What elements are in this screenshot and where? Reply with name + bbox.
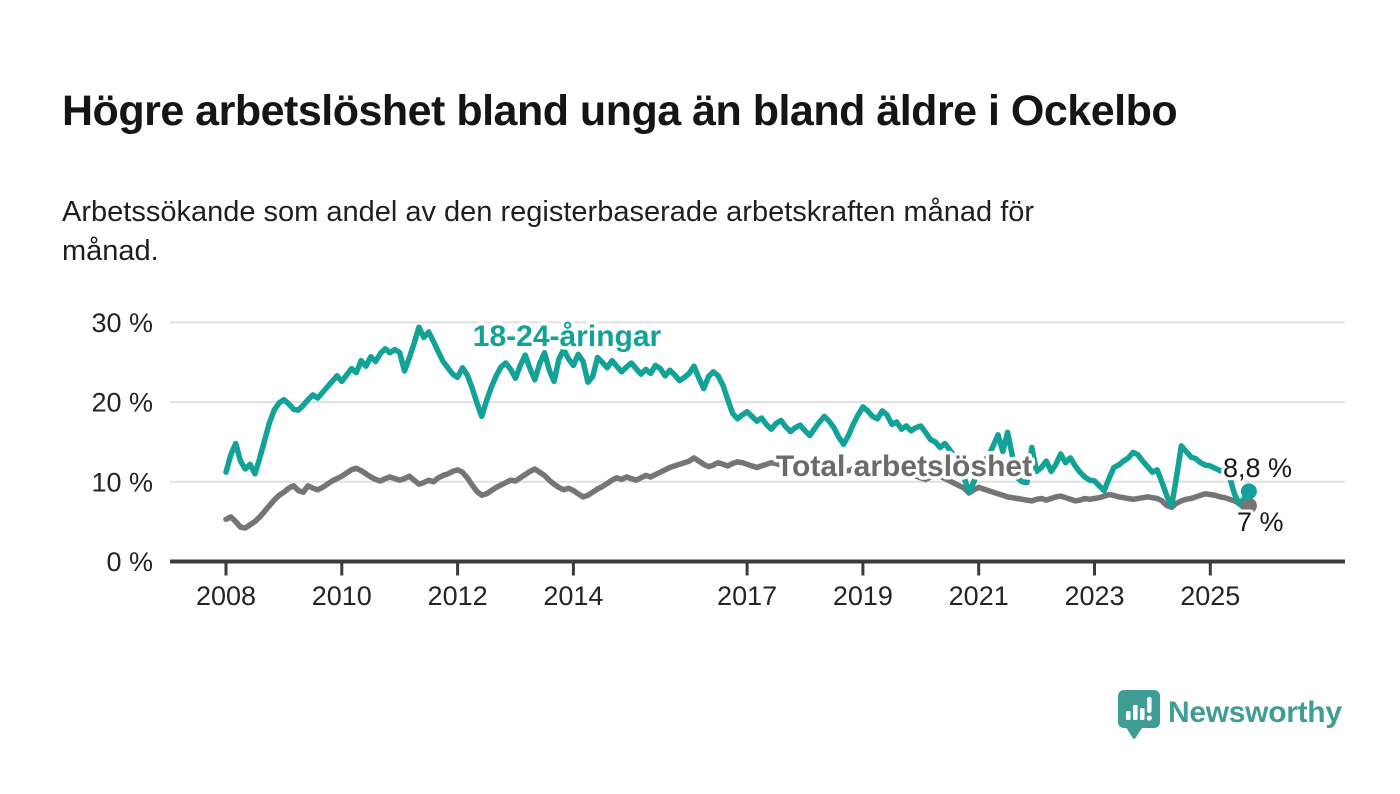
y-tick-label-10: 10 %	[91, 467, 153, 497]
value-label-total: 7 %	[1237, 507, 1284, 537]
value-label-young-adults: 8,8 %	[1223, 453, 1292, 483]
y-tick-label-20: 20 %	[91, 388, 153, 418]
x-tick-label-2021: 2021	[949, 581, 1009, 611]
x-tick-label-2014: 2014	[543, 581, 603, 611]
series-end-dot-young-adults	[1240, 483, 1257, 500]
series-end-dot-total	[1240, 497, 1257, 514]
y-tick-label-30: 30 %	[91, 308, 153, 338]
series-line-total	[223, 455, 1252, 531]
chart-generated-layer: 0 % 10 % 20 % 30 % 2008 2010 2012 2014 2017 2019 2…	[91, 308, 1345, 611]
x-tick-label-2012: 2012	[428, 581, 488, 611]
x-tick-label-2019: 2019	[833, 581, 893, 611]
x-tick-label-2008: 2008	[196, 581, 256, 611]
newsworthy-logo-text: Newsworthy	[1168, 696, 1342, 729]
x-tick-label-2023: 2023	[1064, 581, 1124, 611]
series-label-young-adults: 18-24-åringar	[473, 320, 662, 353]
x-tick-label-2025: 2025	[1180, 581, 1240, 611]
page-subtitle: Arbetssökande som andel av den registerb…	[62, 196, 1035, 268]
newsworthy-logo-icon	[1118, 690, 1160, 739]
y-tick-label-0: 0 %	[106, 547, 153, 577]
x-tick-label-2017: 2017	[717, 581, 777, 611]
page-title: Högre arbetslöshet bland unga än bland ä…	[62, 86, 1178, 135]
series-label-total: Total arbetslöshet	[776, 450, 1032, 483]
newsworthy-logo: Newsworthy	[1117, 689, 1342, 741]
x-tick-label-2010: 2010	[312, 581, 372, 611]
series-line-young-adults	[223, 324, 1252, 509]
